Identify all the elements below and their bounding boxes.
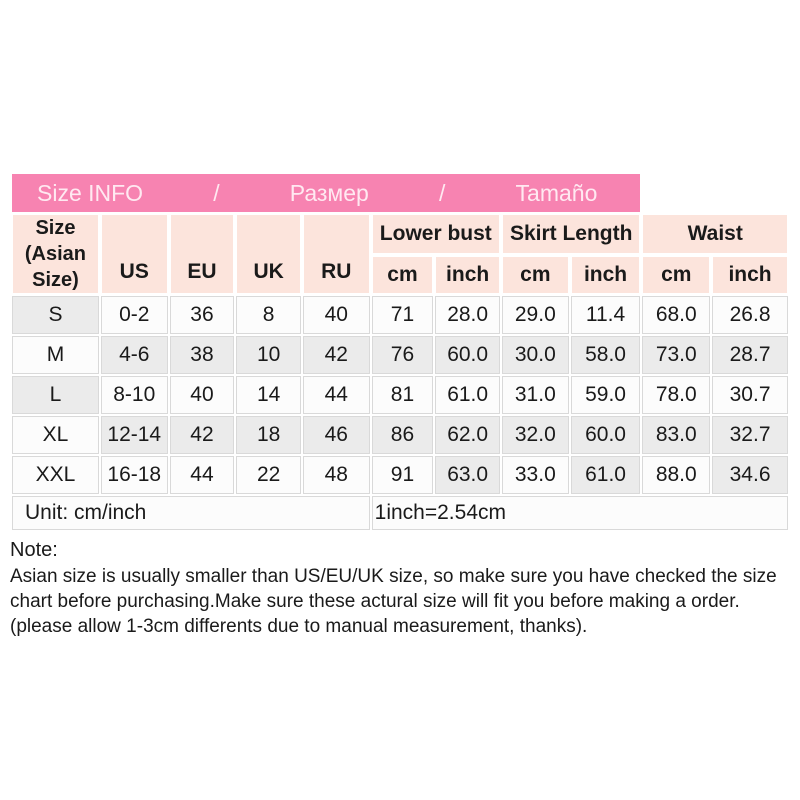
size-cell: 8 (236, 296, 301, 334)
size-row-label: M (12, 336, 99, 374)
header-skirt-length: Skirt Length (501, 214, 641, 254)
header-us: US (100, 214, 168, 294)
size-cell: 29.0 (501, 296, 569, 334)
size-cell: 58.0 (570, 336, 641, 374)
size-row-label: L (12, 376, 99, 414)
size-row-label: XL (12, 416, 99, 454)
size-cell: 71 (371, 296, 434, 334)
size-cell: 42 (302, 336, 370, 374)
size-cell: 36 (169, 296, 235, 334)
size-cell: 14 (236, 376, 301, 414)
banner-slash: / (213, 179, 220, 206)
banner-row: Size INFO / Размер / Tamaño (12, 174, 788, 212)
header-uk: UK (236, 214, 301, 294)
table-row-m: M 4-6 38 10 42 76 60.0 30.0 58.0 73.0 28… (12, 336, 788, 374)
size-cell: 32.7 (712, 416, 788, 454)
size-cell: 88.0 (642, 456, 711, 494)
size-info-banner: Size INFO / Размер / Tamaño (12, 174, 641, 212)
header-eu: EU (169, 214, 235, 294)
table-row-l: L 8-10 40 14 44 81 61.0 31.0 59.0 78.0 3… (12, 376, 788, 414)
size-cell: 42 (169, 416, 235, 454)
size-cell: 4-6 (100, 336, 168, 374)
table-row-xl: XL 12-14 42 18 46 86 62.0 32.0 60.0 83.0… (12, 416, 788, 454)
size-cell: 68.0 (642, 296, 711, 334)
size-cell: 30.0 (501, 336, 569, 374)
size-cell: 60.0 (570, 416, 641, 454)
size-row-label: XXL (12, 456, 99, 494)
banner-title-ru: Размер (289, 179, 369, 206)
size-cell: 31.0 (501, 376, 569, 414)
size-column-header: Size (Asian Size) (12, 214, 99, 294)
size-cell: 62.0 (435, 416, 500, 454)
note-section: Note: Asian size is usually smaller than… (10, 539, 778, 639)
conversion-label: 1inch=2.54cm (371, 496, 788, 530)
size-cell: 91 (371, 456, 434, 494)
header-lower-bust: Lower bust (371, 214, 500, 254)
size-cell: 0-2 (100, 296, 168, 334)
header-skirt-cm: cm (501, 256, 569, 294)
note-body: Asian size is usually smaller than US/EU… (10, 566, 777, 638)
table-row-xxl: XXL 16-18 44 22 48 91 63.0 33.0 61.0 88.… (12, 456, 788, 494)
size-cell: 28.0 (435, 296, 500, 334)
size-cell: 26.8 (712, 296, 788, 334)
header-ru: RU (302, 214, 370, 294)
size-row-label: S (12, 296, 99, 334)
header-bust-cm: cm (371, 256, 434, 294)
header-bust-inch: inch (435, 256, 500, 294)
size-cell: 12-14 (100, 416, 168, 454)
size-chart: Size INFO / Размер / Tamaño Size (Asian … (10, 172, 790, 532)
size-cell: 61.0 (435, 376, 500, 414)
table-row-s: S 0-2 36 8 40 71 28.0 29.0 11.4 68.0 26.… (12, 296, 788, 334)
size-cell: 11.4 (570, 296, 641, 334)
header-waist: Waist (642, 214, 788, 254)
size-cell: 10 (236, 336, 301, 374)
size-cell: 63.0 (435, 456, 500, 494)
size-chart-table: Size INFO / Размер / Tamaño Size (Asian … (10, 172, 790, 532)
header-waist-inch: inch (712, 256, 788, 294)
size-cell: 83.0 (642, 416, 711, 454)
size-cell: 86 (371, 416, 434, 454)
note-title: Note: (10, 539, 58, 561)
size-cell: 22 (236, 456, 301, 494)
size-cell: 28.7 (712, 336, 788, 374)
size-cell: 61.0 (570, 456, 641, 494)
banner-title-en: Size INFO (37, 179, 144, 206)
banner-slash: / (439, 179, 446, 206)
size-cell: 40 (302, 296, 370, 334)
size-cell: 40 (169, 376, 235, 414)
unit-header-row: cm inch cm inch cm inch (12, 256, 788, 294)
size-cell: 46 (302, 416, 370, 454)
size-cell: 32.0 (501, 416, 569, 454)
size-cell: 76 (371, 336, 434, 374)
unit-label: Unit: cm/inch (12, 496, 370, 530)
size-cell: 59.0 (570, 376, 641, 414)
group-header-row: Size (Asian Size) US EU UK RU Lower bust… (12, 214, 788, 294)
size-cell: 16-18 (100, 456, 168, 494)
size-cell: 18 (236, 416, 301, 454)
header-waist-cm: cm (642, 256, 711, 294)
banner-title-es: Tamaño (515, 179, 598, 206)
size-cell: 81 (371, 376, 434, 414)
header-skirt-inch: inch (570, 256, 641, 294)
size-cell: 30.7 (712, 376, 788, 414)
unit-row: Unit: cm/inch 1inch=2.54cm (12, 496, 788, 530)
size-cell: 60.0 (435, 336, 500, 374)
size-cell: 34.6 (712, 456, 788, 494)
size-cell: 38 (169, 336, 235, 374)
size-cell: 44 (302, 376, 370, 414)
banner-blank-area (642, 174, 788, 212)
size-cell: 73.0 (642, 336, 711, 374)
size-cell: 33.0 (501, 456, 569, 494)
size-cell: 8-10 (100, 376, 168, 414)
size-cell: 44 (169, 456, 235, 494)
size-cell: 48 (302, 456, 370, 494)
size-cell: 78.0 (642, 376, 711, 414)
